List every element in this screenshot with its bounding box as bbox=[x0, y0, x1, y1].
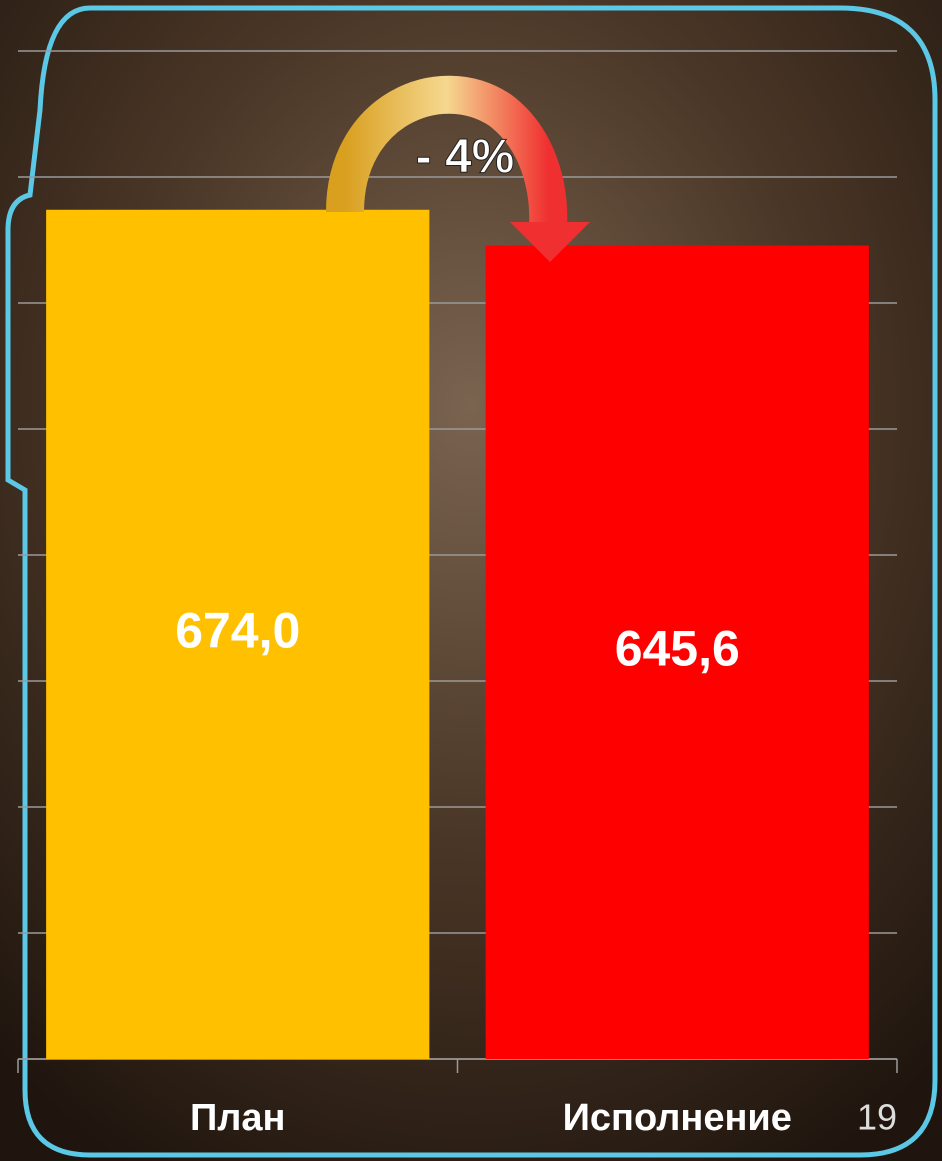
x-tick-label: План bbox=[190, 1097, 286, 1139]
x-tick-label: Исполнение bbox=[563, 1097, 792, 1139]
value-label: 674,0 bbox=[175, 603, 300, 659]
value-label: 645,6 bbox=[615, 620, 740, 676]
annotation: - 4% bbox=[416, 131, 515, 184]
page-number: 19 bbox=[857, 1097, 897, 1138]
chart: 674,0 645,6 План Исполнение - 4% 19 bbox=[0, 0, 942, 1161]
page: 674,0645,6ПланИсполнение - 4% 19 (() => … bbox=[0, 0, 942, 1161]
